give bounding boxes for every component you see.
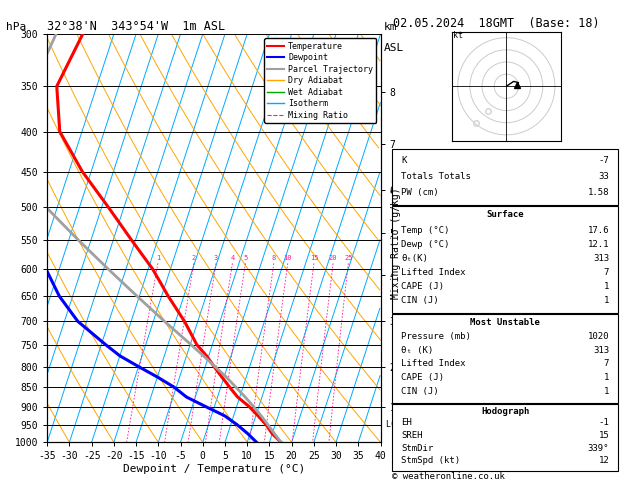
FancyBboxPatch shape [392, 206, 618, 313]
Text: 1: 1 [156, 255, 160, 261]
Text: 1: 1 [604, 373, 610, 382]
Text: -1: -1 [599, 417, 610, 427]
Text: θₜ (K): θₜ (K) [401, 346, 433, 354]
Text: CAPE (J): CAPE (J) [401, 373, 444, 382]
Text: 32°38'N  343°54'W  1m ASL: 32°38'N 343°54'W 1m ASL [47, 20, 225, 33]
Text: kt: kt [453, 31, 463, 40]
Text: Hodograph: Hodograph [481, 407, 529, 416]
Text: 12.1: 12.1 [587, 240, 610, 249]
Text: Mixing Ratio (g/kg): Mixing Ratio (g/kg) [391, 187, 401, 299]
Text: StmDir: StmDir [401, 444, 433, 452]
Text: 1020: 1020 [587, 332, 610, 341]
Text: Most Unstable: Most Unstable [470, 318, 540, 327]
Text: 313: 313 [593, 254, 610, 263]
Text: 339°: 339° [587, 444, 610, 452]
Text: PW (cm): PW (cm) [401, 188, 438, 197]
Text: 12: 12 [599, 456, 610, 466]
Text: Lifted Index: Lifted Index [401, 268, 465, 277]
FancyBboxPatch shape [392, 404, 618, 471]
Text: © weatheronline.co.uk: © weatheronline.co.uk [392, 472, 504, 481]
Text: 7: 7 [604, 268, 610, 277]
Text: 02.05.2024  18GMT  (Base: 18): 02.05.2024 18GMT (Base: 18) [393, 17, 599, 30]
Text: Lifted Index: Lifted Index [401, 359, 465, 368]
Text: ASL: ASL [384, 43, 404, 53]
Text: CIN (J): CIN (J) [401, 295, 438, 305]
Text: Temp (°C): Temp (°C) [401, 226, 449, 235]
Text: km: km [384, 21, 397, 32]
Text: 1: 1 [604, 295, 610, 305]
FancyBboxPatch shape [392, 314, 618, 403]
Text: 8: 8 [272, 255, 276, 261]
Text: 313: 313 [593, 346, 610, 354]
Text: CIN (J): CIN (J) [401, 386, 438, 396]
Text: 33: 33 [599, 172, 610, 181]
Text: SREH: SREH [401, 431, 423, 440]
Text: CAPE (J): CAPE (J) [401, 282, 444, 291]
Legend: Temperature, Dewpoint, Parcel Trajectory, Dry Adiabat, Wet Adiabat, Isotherm, Mi: Temperature, Dewpoint, Parcel Trajectory… [264, 38, 376, 123]
Text: 17.6: 17.6 [587, 226, 610, 235]
Text: 2: 2 [192, 255, 196, 261]
Text: -7: -7 [599, 156, 610, 165]
Text: Surface: Surface [486, 210, 524, 219]
Text: 1.58: 1.58 [587, 188, 610, 197]
Text: 5: 5 [243, 255, 248, 261]
Text: 4: 4 [230, 255, 235, 261]
Text: 1: 1 [604, 386, 610, 396]
Text: 3: 3 [214, 255, 218, 261]
X-axis label: Dewpoint / Temperature (°C): Dewpoint / Temperature (°C) [123, 464, 305, 474]
Text: θₜ(K): θₜ(K) [401, 254, 428, 263]
Text: 10: 10 [284, 255, 292, 261]
Text: StmSpd (kt): StmSpd (kt) [401, 456, 460, 466]
Text: LCL: LCL [381, 420, 401, 429]
Text: 20: 20 [329, 255, 337, 261]
Text: Pressure (mb): Pressure (mb) [401, 332, 470, 341]
Text: EH: EH [401, 417, 411, 427]
FancyBboxPatch shape [392, 149, 618, 205]
Text: 7: 7 [604, 359, 610, 368]
Text: Dewp (°C): Dewp (°C) [401, 240, 449, 249]
Text: Totals Totals: Totals Totals [401, 172, 470, 181]
Text: 15: 15 [309, 255, 318, 261]
Text: hPa: hPa [6, 21, 26, 32]
Text: 15: 15 [599, 431, 610, 440]
Text: K: K [401, 156, 406, 165]
Text: 1: 1 [604, 282, 610, 291]
Text: 25: 25 [344, 255, 353, 261]
